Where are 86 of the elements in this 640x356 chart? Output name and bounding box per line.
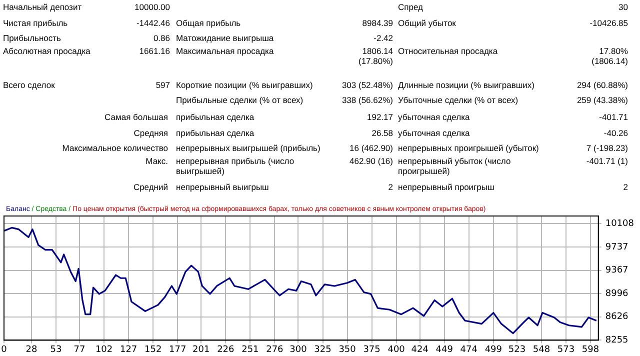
text: непрерывный проигрыш — [398, 182, 496, 192]
text: непрерывных проигрышей (убыток) — [398, 143, 540, 153]
text: 26.58 — [370, 128, 393, 138]
y-tick-label: 9367 — [605, 266, 628, 276]
x-tick-label: 449 — [436, 344, 454, 355]
y-tick-label: 8255 — [605, 336, 628, 346]
text: Общая прибыль — [176, 18, 242, 28]
text: Самая большая — [104, 112, 168, 122]
text: Всего сделок — [3, 80, 55, 90]
text: 10000.00 — [134, 2, 170, 12]
y-tick-label: 10108 — [605, 219, 634, 230]
text: 17.80% (1806.14) — [590, 46, 628, 66]
text: Начальный депозит — [3, 2, 82, 12]
text: 30 — [618, 2, 628, 12]
text: 1661.16 — [138, 46, 170, 56]
text: Максимальная просадка — [176, 46, 275, 56]
x-tick-label: 77 — [74, 344, 86, 355]
text: 2 — [622, 182, 628, 192]
text: -401.71 (1) — [585, 156, 628, 166]
text: 462.90 (16) — [348, 156, 393, 166]
text: 2 — [387, 182, 393, 192]
x-tick-label: 499 — [484, 344, 502, 355]
text: Общий убыток — [398, 18, 457, 28]
y-tick-label: 9737 — [605, 242, 628, 252]
x-tick-label: 102 — [95, 344, 113, 355]
x-tick-label: 424 — [411, 344, 429, 355]
x-tick-label: 251 — [242, 344, 259, 355]
text: Средняя — [132, 128, 168, 138]
text: Матожидание выигрыша — [176, 33, 275, 43]
x-tick-label: 276 — [266, 344, 284, 355]
text: Убыточные сделки (% от всех) — [398, 95, 520, 105]
text: 7 (-198.23) — [585, 143, 628, 153]
text: 259 (43.38%) — [576, 95, 628, 105]
x-tick-label: 573 — [557, 344, 575, 355]
y-tick-label: 8996 — [605, 288, 629, 299]
text: -40.26 — [602, 128, 628, 138]
text: -10426.85 — [588, 18, 628, 28]
text: убыточная сделка — [398, 128, 471, 138]
x-tick-label: 350 — [338, 344, 356, 355]
text: Прибыльные сделки (% от всех) — [176, 95, 304, 105]
text: 303 (52.48%) — [340, 80, 393, 90]
text: 0.86 — [152, 33, 170, 43]
text: Короткие позиции (% выигравших) — [176, 80, 314, 90]
text: Относительная просадка — [398, 46, 499, 56]
text: Спред — [398, 2, 424, 12]
text: Максимальное количество — [61, 143, 168, 153]
text: 597 — [154, 80, 170, 90]
text: 294 (60.88%) — [576, 80, 628, 90]
text: 1806.14 (17.80%) — [358, 46, 393, 66]
x-tick-label: 598 — [582, 344, 600, 355]
x-tick-label: 226 — [217, 344, 235, 355]
text: Абсолютная просадка — [3, 46, 90, 56]
x-tick-label: 152 — [144, 344, 162, 355]
x-tick-label: 177 — [169, 344, 186, 355]
x-tick-label: 0 — [1, 344, 8, 355]
text: Чистая прибыль — [3, 18, 68, 28]
x-tick-label: 300 — [290, 344, 308, 355]
text: убыточная сделка — [398, 112, 471, 122]
x-tick-label: 28 — [26, 344, 38, 355]
text: прибыльная сделка — [176, 128, 256, 138]
text: Прибыльность — [3, 33, 61, 43]
text: Длинные позиции (% выигравших) — [398, 80, 536, 90]
x-tick-label: 201 — [192, 344, 210, 355]
text: -2.42 — [372, 33, 393, 43]
x-tick-label: 53 — [50, 344, 62, 355]
text: 338 (56.62%) — [340, 95, 393, 105]
x-tick-label: 127 — [120, 344, 138, 355]
text: -1442.46 — [135, 18, 170, 28]
x-tick-label: 548 — [532, 344, 550, 355]
x-tick-label: 523 — [508, 344, 526, 355]
x-tick-label: 474 — [460, 344, 478, 355]
text: 192.17 — [366, 112, 393, 122]
x-tick-label: 400 — [388, 344, 406, 355]
text: непрерывный выигрыш — [176, 182, 270, 192]
x-tick-label: 375 — [363, 344, 380, 355]
y-tick-label: 8626 — [605, 312, 629, 322]
text: 8984.39 — [361, 18, 393, 28]
text: непрерывных выигрышей (прибыль) — [176, 143, 322, 153]
text: прибыльная сделка — [176, 112, 256, 122]
text: непрерывный убыток (число проигрышей) — [398, 156, 512, 176]
text: непрерывная прибыль (число выигрышей) — [176, 156, 296, 176]
text: Макс. — [144, 156, 168, 166]
text: Средний — [132, 182, 168, 192]
x-tick-label: 325 — [314, 344, 332, 355]
text: -401.71 — [598, 112, 628, 122]
text: 16 (462.90) — [348, 143, 393, 153]
